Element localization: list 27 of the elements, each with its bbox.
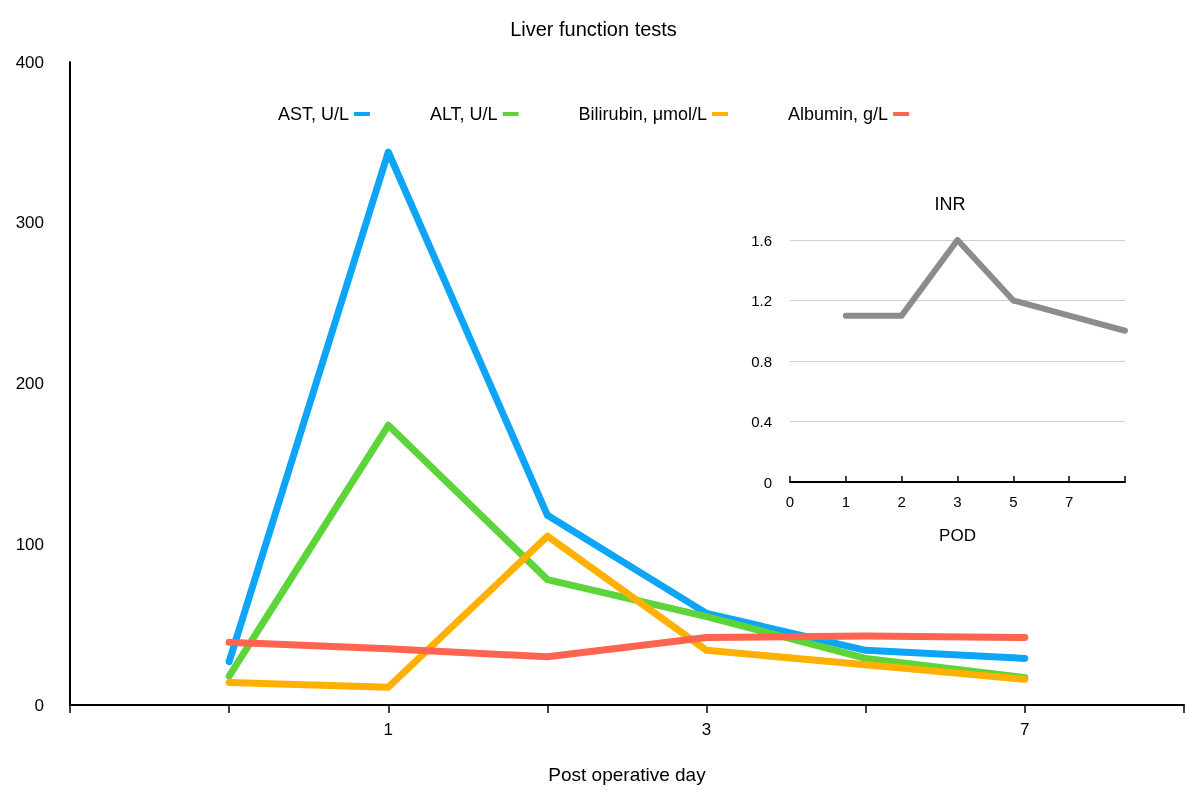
y-tick-label: 0 xyxy=(34,695,44,715)
y-tick-label: 0.4 xyxy=(751,413,772,430)
x-tick-label: 0 xyxy=(785,493,795,510)
x-tick-label: 3 xyxy=(953,493,962,510)
y-tick-label: 1.2 xyxy=(751,292,772,309)
x-tick-label: 7 xyxy=(1020,720,1030,739)
y-tick-label: 200 xyxy=(15,374,44,393)
y-tick-label: 1.6 xyxy=(751,231,772,249)
legend-label: AST, U/L xyxy=(277,104,349,124)
chart-title: Liver function tests xyxy=(510,18,677,40)
chart-title: INR xyxy=(934,194,966,214)
x-tick-label: 7 xyxy=(1064,493,1074,510)
legend-label: Albumin, g/L xyxy=(788,104,889,124)
y-tick-label: 100 xyxy=(15,534,44,554)
legend-label: Bilirubin, μmol/L xyxy=(578,104,708,124)
x-axis-title: Post operative day xyxy=(548,764,707,785)
y-tick-label: 300 xyxy=(15,213,44,233)
x-tick-label: 5 xyxy=(1009,493,1018,510)
legend-label: ALT, U/L xyxy=(429,104,498,124)
y-tick-label: 400 xyxy=(15,52,44,72)
x-tick-label: 3 xyxy=(701,720,712,739)
y-tick-label: 0 xyxy=(763,473,772,491)
y-tick-label: 0.8 xyxy=(751,352,772,370)
x-tick-label: 1 xyxy=(841,493,851,510)
x-axis-title: POD xyxy=(939,526,976,545)
x-tick-label: 1 xyxy=(383,720,394,739)
x-tick-label: 2 xyxy=(897,493,906,510)
